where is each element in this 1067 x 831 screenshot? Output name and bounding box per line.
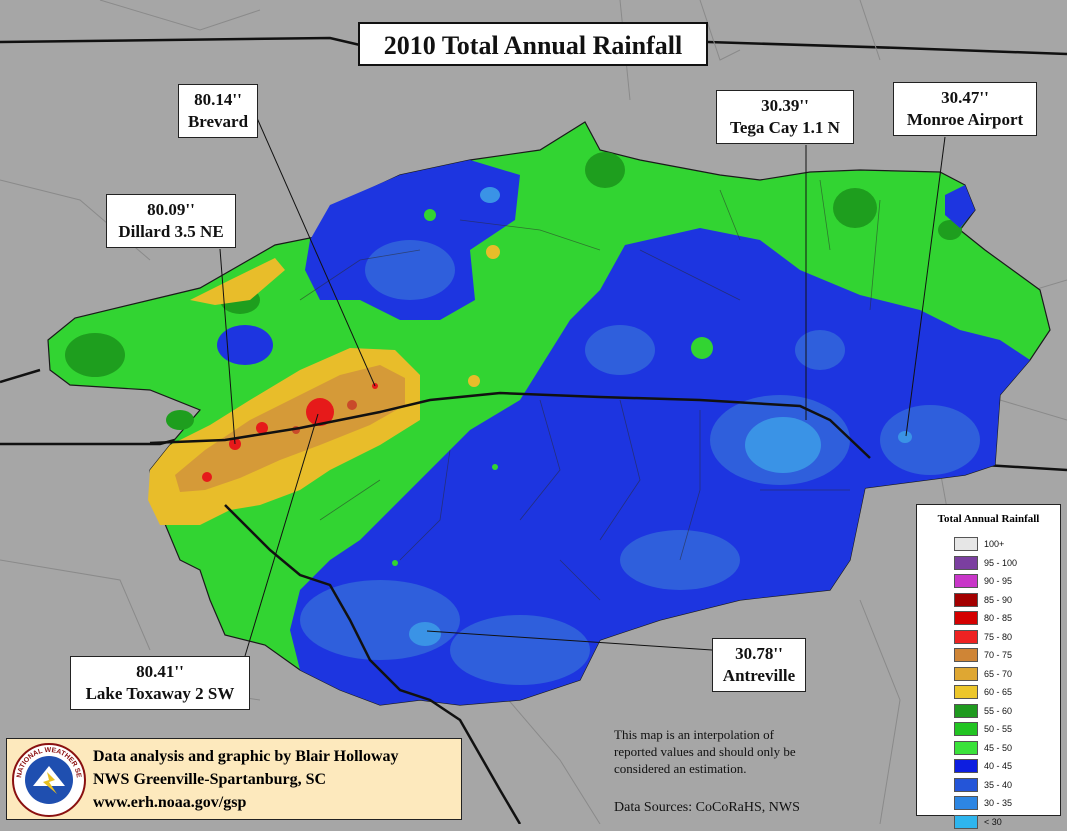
legend-swatch [954, 778, 978, 792]
legend-swatch [954, 667, 978, 681]
nws-seal-icon: NATIONAL WEATHER SERVICE [11, 742, 87, 818]
legend-label: 85 - 90 [984, 595, 1012, 605]
legend-item: 40 - 45 [917, 757, 1060, 776]
legend-label: 80 - 85 [984, 613, 1012, 623]
legend-label: 70 - 75 [984, 650, 1012, 660]
interpolation-note: This map is an interpolation of reported… [614, 726, 814, 777]
callout-station: Antreville [719, 665, 799, 687]
legend-rows: 100+ 95 - 100 90 - 95 85 - 90 80 - 85 75 - 80… [917, 535, 1060, 831]
legend-swatch [954, 611, 978, 625]
legend-label: 100+ [984, 539, 1004, 549]
region-blue-west [217, 325, 273, 365]
legend-label: 55 - 60 [984, 706, 1012, 716]
legend-title: Total Annual Rainfall [917, 513, 1060, 525]
legend-item: 60 - 65 [917, 683, 1060, 702]
callout-antreville: 30.78'' Antreville [712, 638, 806, 692]
legend-label: 35 - 40 [984, 780, 1012, 790]
legend-item: 50 - 55 [917, 720, 1060, 739]
legend-item: 30 - 35 [917, 794, 1060, 813]
callout-brevard: 80.14'' Brevard [178, 84, 258, 138]
legend-label: 40 - 45 [984, 761, 1012, 771]
legend-label: 65 - 70 [984, 669, 1012, 679]
legend-item: 100+ [917, 535, 1060, 554]
credit-box: NATIONAL WEATHER SERVICE Data analysis a… [6, 738, 462, 820]
legend-label: 30 - 35 [984, 798, 1012, 808]
callout-station: Tega Cay 1.1 N [723, 117, 847, 139]
legend-swatch [954, 759, 978, 773]
legend-item: 85 - 90 [917, 591, 1060, 610]
legend-swatch [954, 796, 978, 810]
legend-swatch [954, 704, 978, 718]
map-title: 2010 Total Annual Rainfall [358, 22, 708, 66]
legend-label: 75 - 80 [984, 632, 1012, 642]
callout-lake-toxaway: 80.41'' Lake Toxaway 2 SW [70, 656, 250, 710]
legend-swatch [954, 630, 978, 644]
callout-value: 80.14'' [185, 89, 251, 111]
credit-lines: Data analysis and graphic by Blair Hollo… [93, 745, 399, 814]
legend-label: < 30 [984, 817, 1002, 827]
data-sources: Data Sources: CoCoRaHS, NWS [614, 800, 800, 816]
legend-swatch [954, 537, 978, 551]
legend-item: 75 - 80 [917, 628, 1060, 647]
callout-value: 30.39'' [723, 95, 847, 117]
callout-value: 80.09'' [113, 199, 229, 221]
legend-swatch [954, 741, 978, 755]
legend-label: 90 - 95 [984, 576, 1012, 586]
callout-monroe: 30.47'' Monroe Airport [893, 82, 1037, 136]
legend-item: 35 - 40 [917, 776, 1060, 795]
legend-item: 55 - 60 [917, 702, 1060, 721]
callout-dillard: 80.09'' Dillard 3.5 NE [106, 194, 236, 248]
callout-value: 30.78'' [719, 643, 799, 665]
legend-swatch [954, 685, 978, 699]
legend-item: < 30 [917, 813, 1060, 831]
legend-item: 70 - 75 [917, 646, 1060, 665]
legend-item: 80 - 85 [917, 609, 1060, 628]
callout-tega-cay: 30.39'' Tega Cay 1.1 N [716, 90, 854, 144]
legend-label: 60 - 65 [984, 687, 1012, 697]
legend-item: 45 - 50 [917, 739, 1060, 758]
credit-line-2: NWS Greenville-Spartanburg, SC [93, 768, 399, 791]
legend-swatch [954, 722, 978, 736]
credit-line-1: Data analysis and graphic by Blair Hollo… [93, 745, 399, 768]
legend-label: 45 - 50 [984, 743, 1012, 753]
callout-station: Lake Toxaway 2 SW [77, 683, 243, 705]
legend-swatch [954, 556, 978, 570]
legend-label: 50 - 55 [984, 724, 1012, 734]
legend-label: 95 - 100 [984, 558, 1017, 568]
legend-swatch [954, 593, 978, 607]
credit-line-3[interactable]: www.erh.noaa.gov/gsp [93, 791, 399, 814]
legend-item: 95 - 100 [917, 554, 1060, 573]
legend-swatch [954, 815, 978, 829]
legend: Total Annual Rainfall 100+ 95 - 100 90 - 9… [916, 504, 1061, 816]
callout-station: Brevard [185, 111, 251, 133]
legend-swatch [954, 574, 978, 588]
legend-swatch [954, 648, 978, 662]
callout-value: 80.41'' [77, 661, 243, 683]
legend-item: 65 - 70 [917, 665, 1060, 684]
callout-station: Monroe Airport [900, 109, 1030, 131]
callout-station: Dillard 3.5 NE [113, 221, 229, 243]
legend-item: 90 - 95 [917, 572, 1060, 591]
callout-value: 30.47'' [900, 87, 1030, 109]
